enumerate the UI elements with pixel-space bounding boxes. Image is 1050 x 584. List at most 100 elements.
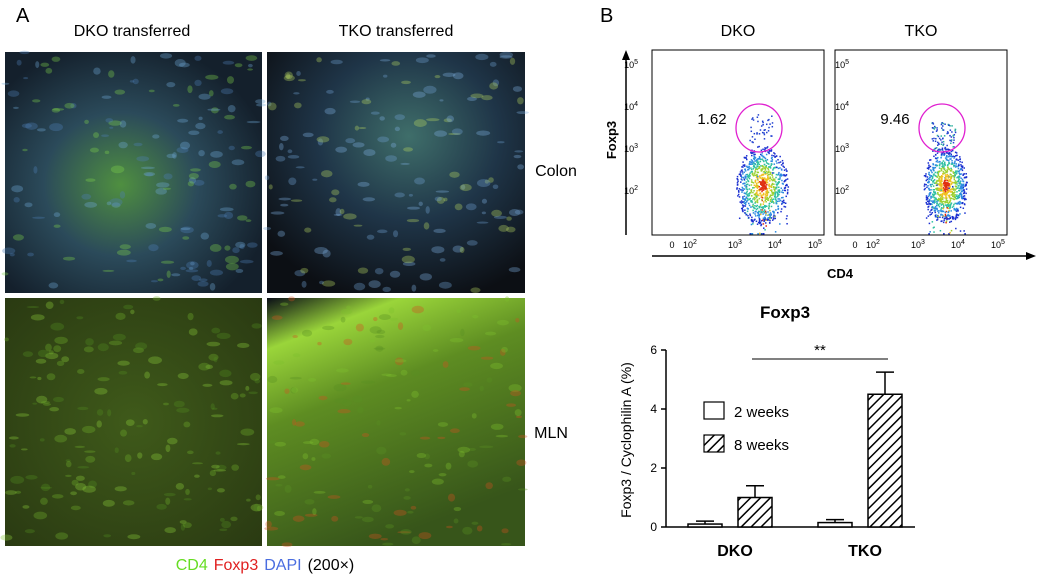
event-dot xyxy=(947,207,950,210)
event-dot xyxy=(772,210,774,213)
cell xyxy=(433,228,446,234)
event-dot xyxy=(946,175,948,178)
event-dot xyxy=(787,186,790,188)
cell xyxy=(434,196,442,202)
event-dot xyxy=(940,156,942,159)
cell xyxy=(187,181,195,187)
cell xyxy=(381,457,391,466)
event-dot xyxy=(945,188,948,191)
event-dot xyxy=(934,209,937,212)
event-dot xyxy=(948,160,950,162)
event-dot xyxy=(936,159,939,162)
cell xyxy=(234,63,243,68)
event-dot xyxy=(955,181,958,184)
event-dot xyxy=(764,196,767,198)
event-dot xyxy=(940,180,942,183)
event-dot xyxy=(946,182,948,184)
cell xyxy=(85,178,96,182)
cell xyxy=(274,441,287,447)
event-dot xyxy=(771,200,774,203)
cell xyxy=(467,345,481,351)
event-dot xyxy=(948,201,951,204)
event-dot xyxy=(756,163,759,166)
event-dot xyxy=(747,208,749,210)
event-dot xyxy=(929,214,931,216)
cell xyxy=(24,529,35,534)
event-dot xyxy=(941,141,943,143)
event-dot xyxy=(932,227,935,229)
cell xyxy=(114,89,126,95)
event-dot xyxy=(754,170,757,173)
event-dot xyxy=(769,166,771,168)
event-dot xyxy=(940,197,942,199)
cell xyxy=(453,506,462,512)
event-dot xyxy=(944,147,947,149)
event-dot xyxy=(750,200,752,202)
event-dot xyxy=(940,199,943,201)
event-dot xyxy=(942,171,945,173)
event-dot xyxy=(961,178,964,181)
event-dot xyxy=(949,176,951,178)
cell xyxy=(185,269,199,273)
event-dot xyxy=(954,183,957,185)
event-dot xyxy=(743,182,745,185)
event-dot xyxy=(929,165,932,168)
event-dot xyxy=(765,198,767,201)
cell xyxy=(370,111,380,115)
event-dot xyxy=(937,149,939,152)
cell xyxy=(316,57,322,63)
tick-label: 105 xyxy=(991,239,1005,250)
event-dot xyxy=(757,213,760,215)
event-dot xyxy=(951,217,954,220)
cell xyxy=(255,494,261,501)
event-dot xyxy=(947,194,950,197)
event-dot xyxy=(778,190,781,193)
cell xyxy=(486,377,493,383)
event-dot xyxy=(742,187,744,190)
event-dot xyxy=(743,200,745,203)
event-dot xyxy=(746,173,749,176)
cell xyxy=(216,332,231,340)
event-dot xyxy=(926,196,929,199)
cell xyxy=(178,62,190,68)
event-dot xyxy=(760,203,762,205)
cell xyxy=(77,368,85,375)
event-dot xyxy=(939,163,941,165)
event-dot xyxy=(948,162,950,165)
cell xyxy=(48,350,54,355)
event-dot xyxy=(932,163,934,165)
event-dot xyxy=(776,185,778,187)
event-dot xyxy=(965,188,968,190)
event-dot xyxy=(933,179,935,182)
event-dot xyxy=(763,181,766,184)
event-dot xyxy=(741,191,743,193)
event-dot xyxy=(776,191,779,194)
event-dot xyxy=(930,170,933,172)
cell xyxy=(22,148,28,152)
cell xyxy=(217,130,223,134)
event-dot xyxy=(744,177,747,179)
event-dot xyxy=(934,211,937,214)
event-dot xyxy=(946,154,948,157)
event-dot xyxy=(940,168,943,170)
event-dot xyxy=(959,213,961,215)
event-dot xyxy=(752,119,755,121)
event-dot xyxy=(944,201,947,203)
event-dot xyxy=(934,147,937,150)
event-dot xyxy=(752,203,754,206)
event-dot xyxy=(755,183,758,185)
panel-label: B xyxy=(600,5,613,27)
event-dot xyxy=(935,198,937,201)
event-dot xyxy=(923,183,926,186)
event-dot xyxy=(929,192,931,194)
cell xyxy=(108,70,115,78)
event-dot xyxy=(932,123,935,125)
cell xyxy=(194,55,202,61)
cell xyxy=(394,192,405,198)
cell xyxy=(110,165,125,174)
cell xyxy=(118,141,128,149)
cell xyxy=(295,166,305,169)
event-dot xyxy=(928,174,931,176)
cell xyxy=(411,284,417,292)
